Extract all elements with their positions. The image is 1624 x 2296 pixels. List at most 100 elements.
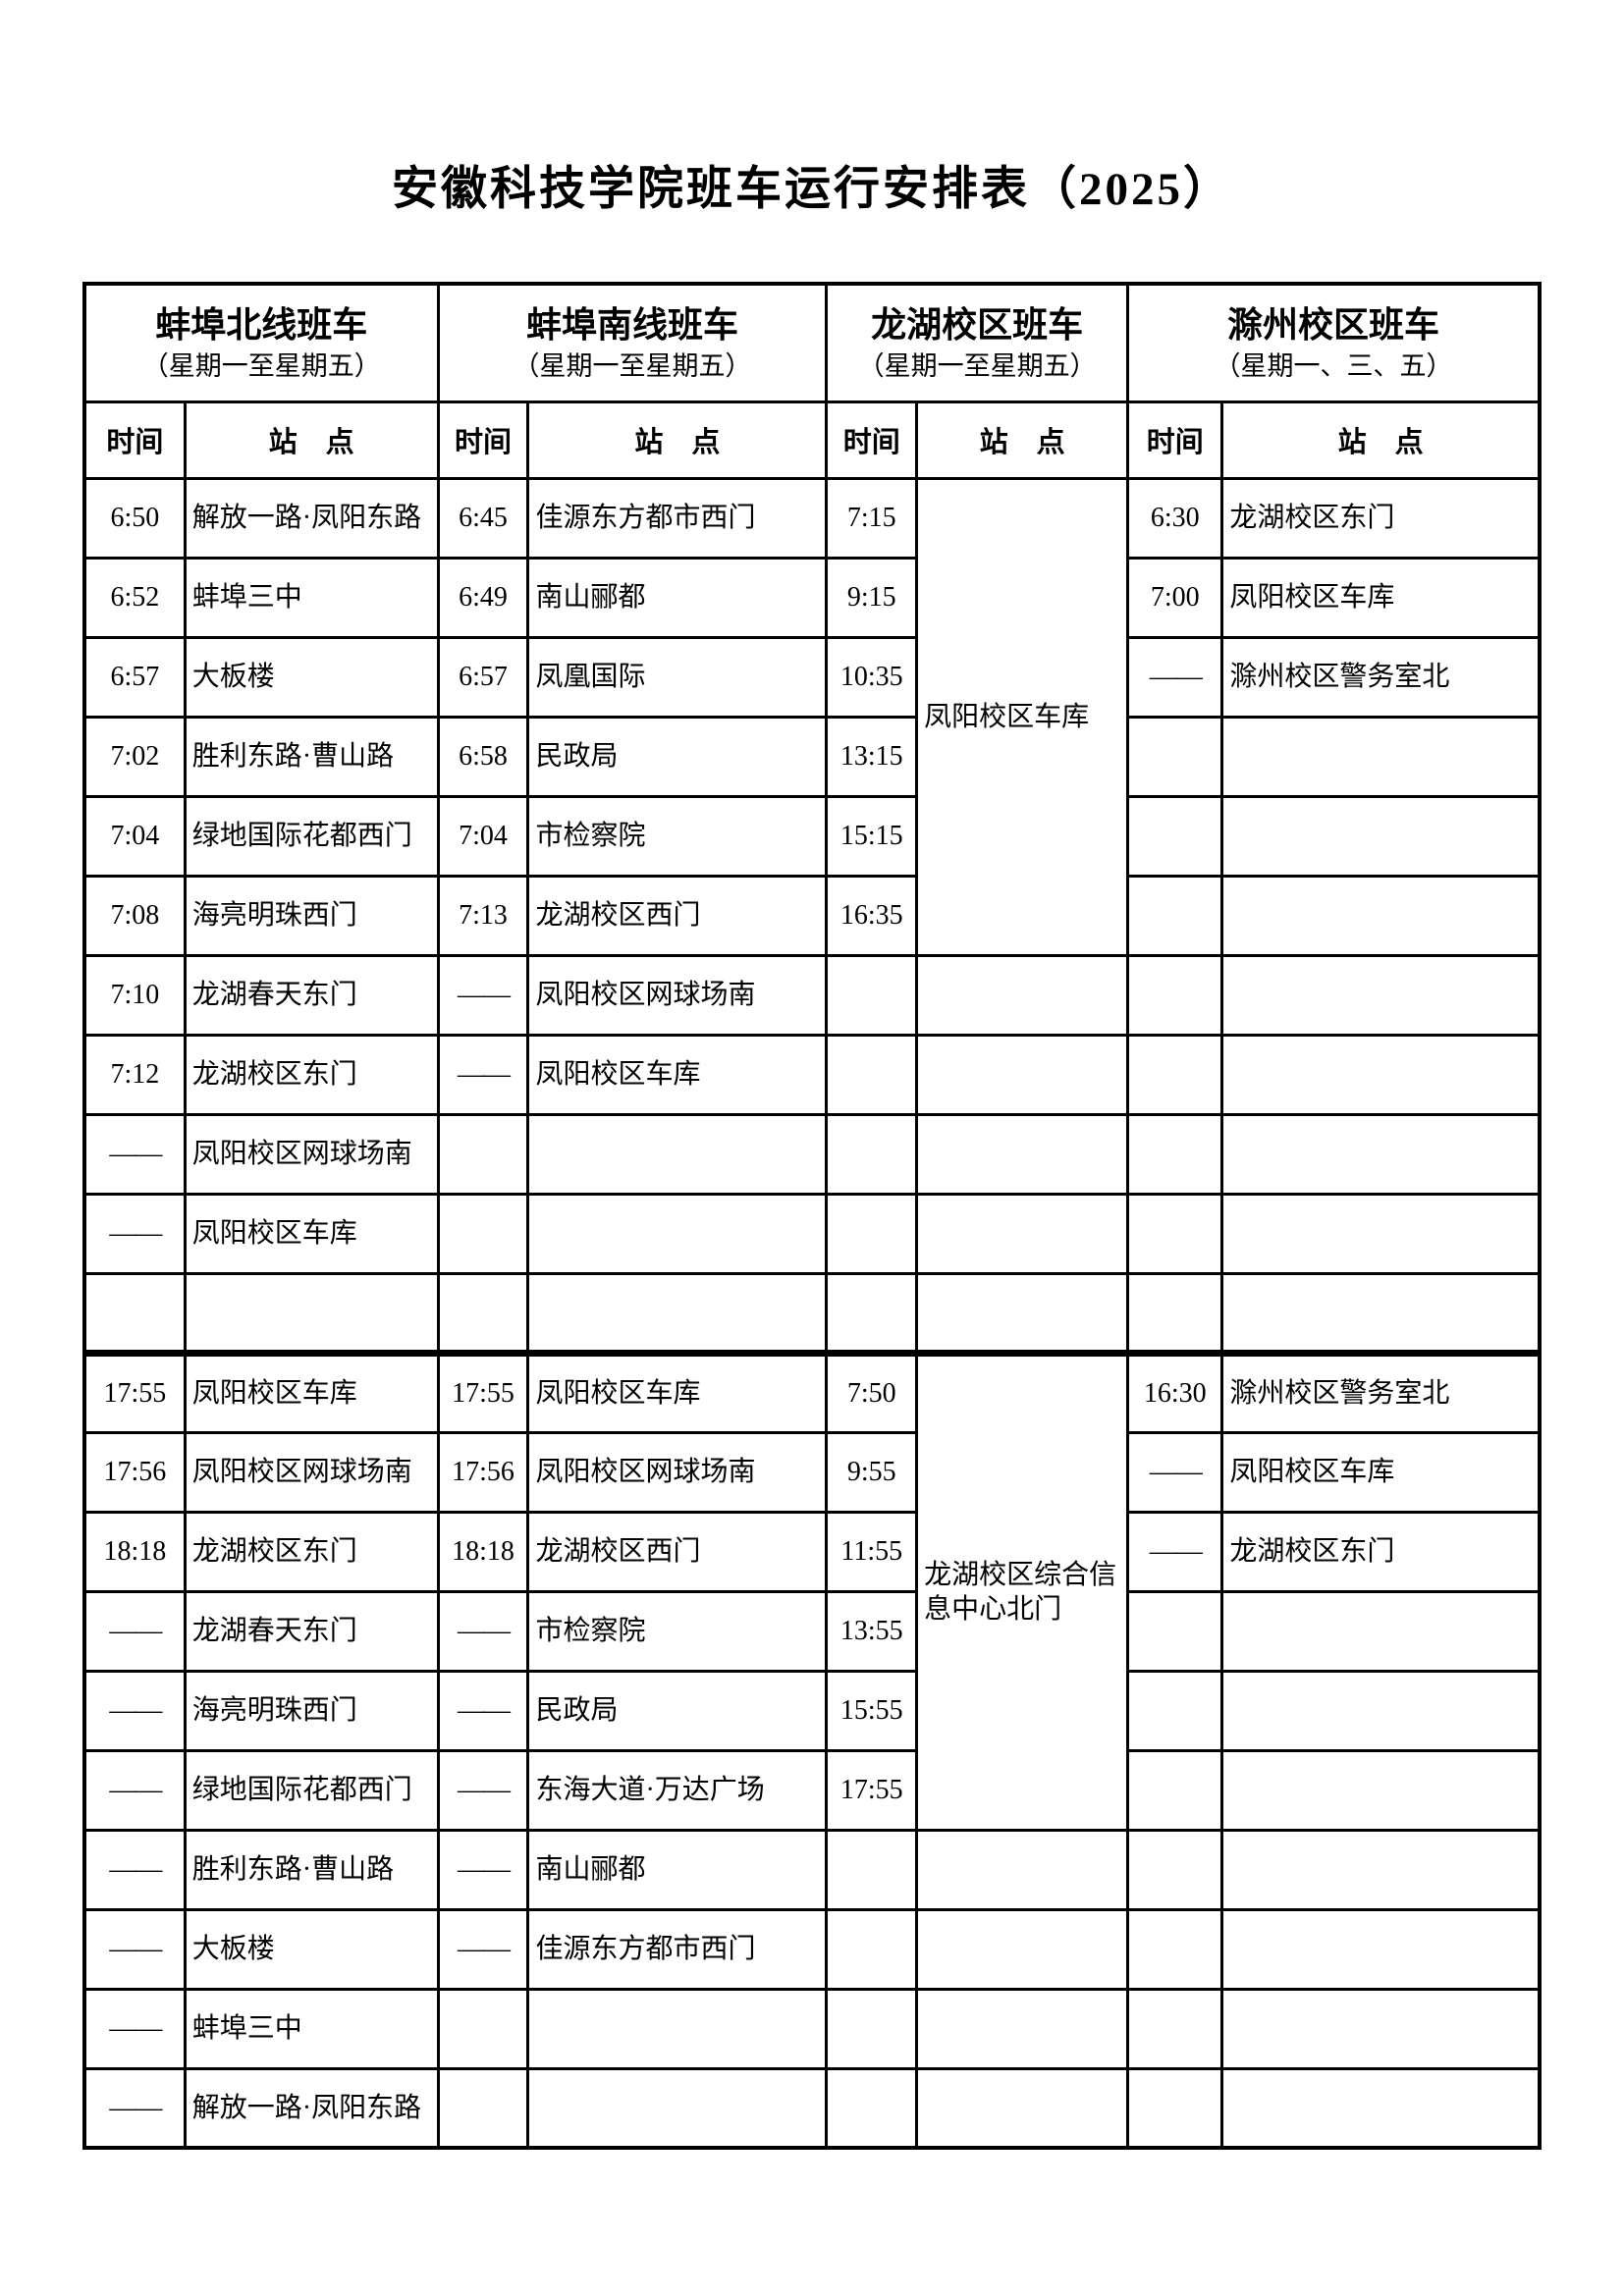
station-cell [915, 1112, 1130, 1196]
station-cell: 东海大道·万达广场 [526, 1748, 829, 1832]
station-cell: 龙湖校区综合信息中心北门 [915, 1351, 1130, 1832]
station-cell [915, 1271, 1130, 1357]
station-column-header: 站 点 [915, 400, 1130, 480]
station-cell [526, 1192, 829, 1275]
time-cell: —— [1126, 635, 1224, 719]
station-cell: 凤阳校区网球场南 [183, 1112, 440, 1196]
station-cell [915, 1987, 1130, 2070]
time-cell: —— [1126, 1510, 1224, 1593]
group-header-bengbu-south: 蚌埠南线班车 （星期一至星期五） [436, 282, 829, 403]
group-name: 滁州校区班车 [1227, 304, 1440, 345]
table-row [82, 1271, 1542, 1357]
time-cell: 17:56 [436, 1430, 530, 1514]
time-cell [1126, 1987, 1224, 2070]
station-cell: 大板楼 [183, 635, 440, 719]
station-cell [1220, 1112, 1542, 1196]
station-cell: 海亮明珠西门 [183, 1669, 440, 1752]
station-cell: 凤阳校区网球场南 [526, 1430, 829, 1514]
time-cell: —— [82, 2066, 187, 2150]
station-cell: 南山郦都 [526, 556, 829, 639]
time-cell [825, 1907, 919, 1991]
time-cell: —— [436, 1828, 530, 1911]
station-cell [1220, 1987, 1542, 2070]
station-cell: 龙湖春天东门 [183, 953, 440, 1037]
time-cell: 10:35 [825, 635, 919, 719]
station-cell [915, 953, 1130, 1037]
station-cell: 龙湖校区东门 [183, 1033, 440, 1116]
time-cell: 7:10 [82, 953, 187, 1037]
group-name: 蚌埠北线班车 [155, 304, 368, 345]
station-cell: 凤阳校区车库 [526, 1033, 829, 1116]
no-time-dash: —— [109, 2092, 162, 2123]
station-cell: 佳源东方都市西门 [526, 1907, 829, 1991]
time-cell: 6:52 [82, 556, 187, 639]
table-row: 7:04 绿地国际花都西门 7:04 市检察院 15:15 [82, 794, 1542, 878]
station-cell [526, 1271, 829, 1357]
station-cell [1220, 715, 1542, 798]
table-row: —— 绿地国际花都西门 —— 东海大道·万达广场 17:55 [82, 1748, 1542, 1832]
station-cell: 凤阳校区车库 [1220, 556, 1542, 639]
time-cell: 9:55 [825, 1430, 919, 1514]
bus-schedule-table: 蚌埠北线班车 （星期一至星期五） 蚌埠南线班车 （星期一至星期五） 龙湖校区班车… [82, 282, 1542, 2151]
station-cell [183, 1271, 440, 1357]
table-row: 7:12 龙湖校区东门 —— 凤阳校区车库 [82, 1033, 1542, 1116]
time-cell: 11:55 [825, 1510, 919, 1593]
time-cell: —— [436, 1589, 530, 1673]
time-cell [825, 953, 919, 1037]
time-cell [436, 2066, 530, 2150]
time-cell: 7:04 [436, 794, 530, 878]
station-cell: 龙湖春天东门 [183, 1589, 440, 1673]
time-cell: —— [436, 1748, 530, 1832]
time-cell: 15:55 [825, 1669, 919, 1752]
no-time-dash: —— [109, 1615, 162, 1646]
table-row: —— 解放一路·凤阳东路 [82, 2066, 1542, 2150]
station-cell: 龙湖校区西门 [526, 1510, 829, 1593]
group-name: 蚌埠南线班车 [525, 304, 738, 345]
no-time-dash: —— [109, 1933, 162, 1964]
table-row: —— 胜利东路·曹山路 —— 南山郦都 [82, 1828, 1542, 1911]
station-cell: 滁州校区警务室北 [1220, 1351, 1542, 1434]
station-cell: 民政局 [526, 715, 829, 798]
time-cell: 6:57 [82, 635, 187, 719]
time-cell: 6:50 [82, 476, 187, 560]
time-cell [1126, 1192, 1224, 1275]
time-cell: 18:18 [82, 1510, 187, 1593]
station-cell: 凤凰国际 [526, 635, 829, 719]
station-cell [1220, 1669, 1542, 1752]
no-time-dash: —— [458, 1694, 511, 1726]
station-cell [915, 1828, 1130, 1911]
time-cell: 7:08 [82, 874, 187, 957]
table-row: 6:57 大板楼 6:57 凤凰国际 10:35 —— 滁州校区警务室北 [82, 635, 1542, 719]
time-cell: 16:30 [1126, 1351, 1224, 1434]
time-cell [1126, 1033, 1224, 1116]
station-cell: 佳源东方都市西门 [526, 476, 829, 560]
time-cell: 7:04 [82, 794, 187, 878]
time-cell: 17:55 [825, 1748, 919, 1832]
no-time-dash: —— [1149, 1456, 1203, 1487]
time-cell: —— [82, 1907, 187, 1991]
time-cell: —— [82, 1669, 187, 1752]
time-cell: 9:15 [825, 556, 919, 639]
table-row: —— 蚌埠三中 [82, 1987, 1542, 2070]
time-cell: 13:55 [825, 1589, 919, 1673]
time-cell: 17:55 [436, 1351, 530, 1434]
station-cell [526, 1112, 829, 1196]
time-cell [1126, 953, 1224, 1037]
time-column-header: 时间 [436, 400, 530, 480]
time-cell: —— [82, 1112, 187, 1196]
station-cell: 凤阳校区车库 [526, 1351, 829, 1434]
station-cell: 绿地国际花都西门 [183, 1748, 440, 1832]
time-cell [1126, 1271, 1224, 1357]
station-cell [1220, 1192, 1542, 1275]
time-cell [825, 1271, 919, 1357]
station-cell: 海亮明珠西门 [183, 874, 440, 957]
time-cell: 7:15 [825, 476, 919, 560]
station-cell: 凤阳校区车库 [1220, 1430, 1542, 1514]
group-header-row: 蚌埠北线班车 （星期一至星期五） 蚌埠南线班车 （星期一至星期五） 龙湖校区班车… [82, 282, 1542, 403]
time-cell: 7:50 [825, 1351, 919, 1434]
station-cell: 胜利东路·曹山路 [183, 1828, 440, 1911]
time-cell [1126, 2066, 1224, 2150]
time-cell: 18:18 [436, 1510, 530, 1593]
table-row: —— 龙湖春天东门 —— 市检察院 13:55 [82, 1589, 1542, 1673]
